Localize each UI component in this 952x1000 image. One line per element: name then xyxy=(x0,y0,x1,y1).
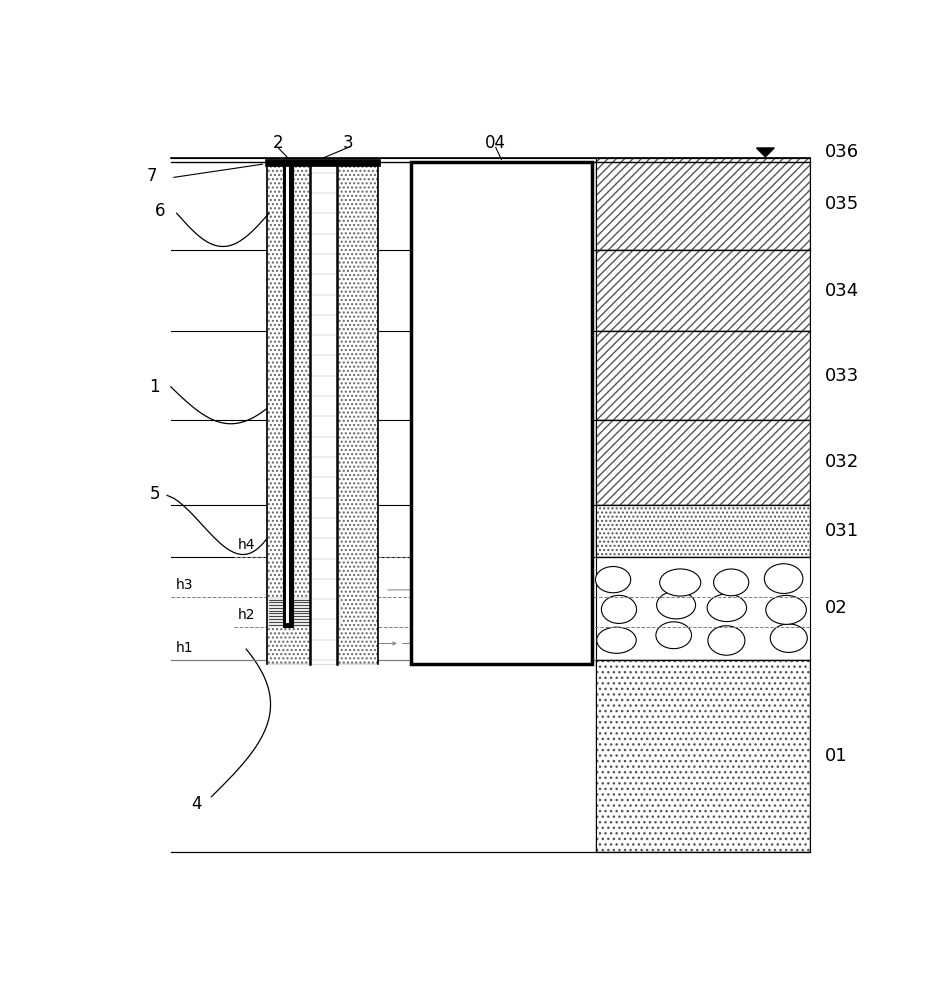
Bar xyxy=(595,158,809,250)
Text: 032: 032 xyxy=(823,453,858,471)
Text: 4: 4 xyxy=(191,795,202,813)
Ellipse shape xyxy=(713,569,748,596)
Bar xyxy=(595,331,809,420)
Text: 01: 01 xyxy=(823,747,846,765)
Bar xyxy=(410,162,591,664)
Ellipse shape xyxy=(764,564,803,593)
Ellipse shape xyxy=(655,622,691,649)
Text: 031: 031 xyxy=(823,522,858,540)
Text: 034: 034 xyxy=(823,282,858,300)
Text: h4: h4 xyxy=(237,538,254,552)
Text: 1: 1 xyxy=(149,378,160,396)
Text: 02: 02 xyxy=(823,599,846,617)
Ellipse shape xyxy=(765,595,805,624)
Bar xyxy=(595,158,809,250)
Bar xyxy=(595,660,809,852)
Bar xyxy=(595,420,809,505)
Text: 04: 04 xyxy=(485,134,506,152)
Text: 3: 3 xyxy=(343,134,353,152)
Bar xyxy=(309,162,337,664)
Bar xyxy=(595,557,809,660)
Ellipse shape xyxy=(595,567,630,593)
Bar xyxy=(267,162,377,664)
Ellipse shape xyxy=(659,569,700,596)
Text: 033: 033 xyxy=(823,367,858,385)
Bar xyxy=(595,420,809,505)
Text: 7: 7 xyxy=(147,167,157,185)
Ellipse shape xyxy=(596,627,636,653)
Bar xyxy=(265,159,380,166)
Text: h1: h1 xyxy=(176,641,193,655)
Bar xyxy=(283,162,292,627)
Text: 035: 035 xyxy=(823,195,858,213)
Bar xyxy=(267,597,340,627)
Bar xyxy=(267,162,377,664)
Bar xyxy=(595,250,809,331)
Bar xyxy=(595,331,809,420)
Ellipse shape xyxy=(707,626,744,655)
Bar xyxy=(595,660,809,852)
Bar xyxy=(595,505,809,557)
Ellipse shape xyxy=(769,624,806,652)
Ellipse shape xyxy=(706,594,745,622)
Polygon shape xyxy=(756,148,773,157)
Bar xyxy=(595,250,809,331)
Text: 2: 2 xyxy=(272,134,283,152)
Text: h2: h2 xyxy=(237,608,254,622)
Bar xyxy=(595,505,809,557)
Text: 6: 6 xyxy=(154,202,165,220)
Bar xyxy=(287,165,289,623)
Ellipse shape xyxy=(601,595,636,623)
Text: 5: 5 xyxy=(149,485,160,503)
Text: h3: h3 xyxy=(176,578,193,592)
Ellipse shape xyxy=(656,591,695,619)
Text: 036: 036 xyxy=(823,143,858,161)
Bar xyxy=(410,162,591,664)
